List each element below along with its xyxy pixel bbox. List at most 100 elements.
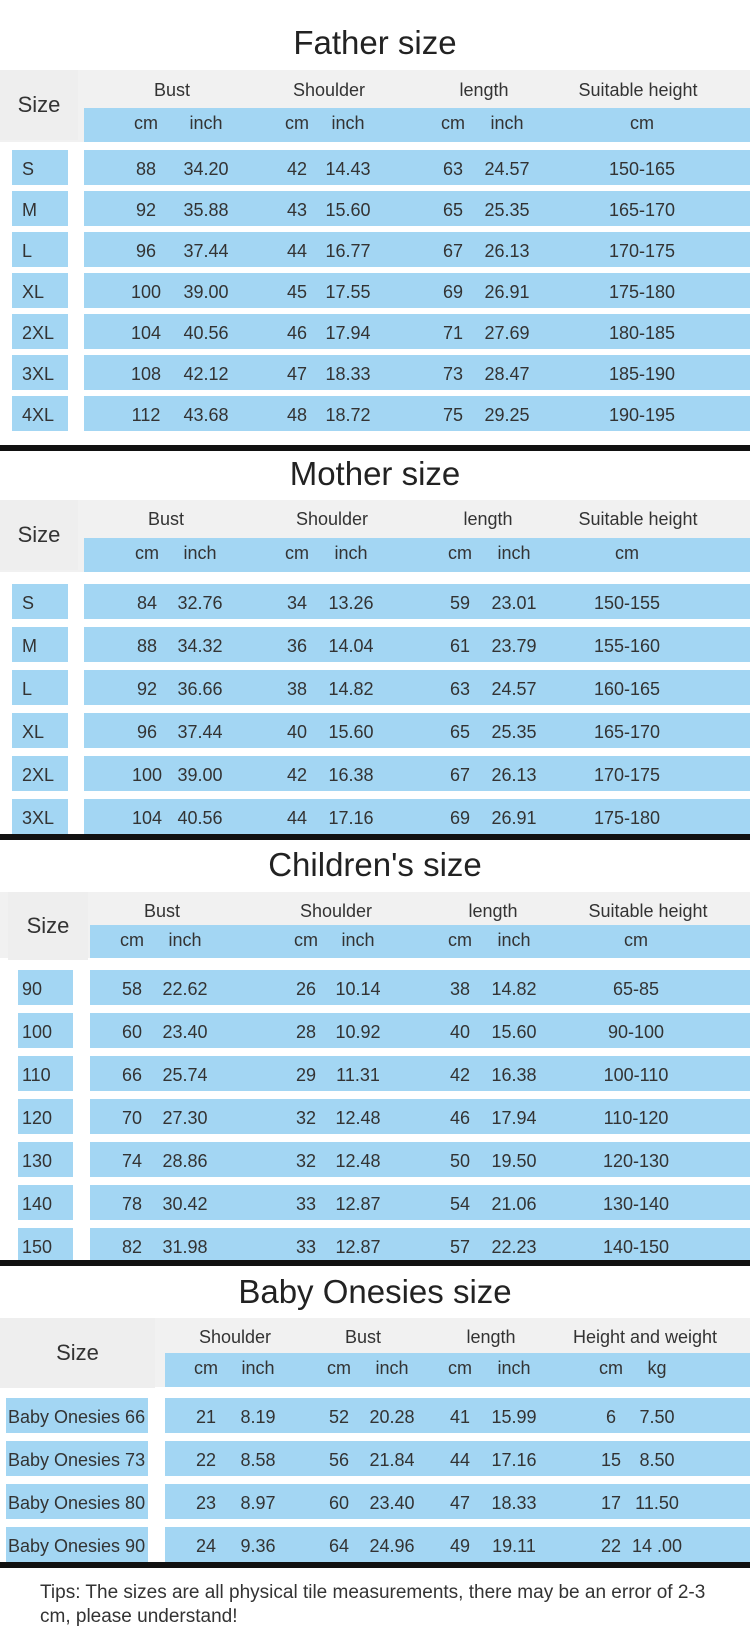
table-cell: 112 [131, 404, 161, 425]
table-cell: 28 [295, 1021, 317, 1042]
table-cell: 65 [442, 199, 464, 220]
size-label-cell [6, 1527, 148, 1562]
unit-label: cm [294, 929, 318, 950]
table-cell: 47 [286, 363, 308, 384]
table-row [84, 232, 750, 267]
size-label: S [22, 158, 35, 179]
table-cell: 44 [286, 240, 308, 261]
unit-header-bar [84, 538, 750, 572]
column-group-header: Suitable height [578, 509, 698, 529]
size-label: 120 [22, 1107, 53, 1128]
table-cell: 100-110 [603, 1064, 669, 1085]
table-row [84, 627, 750, 662]
table-cell: 65-85 [612, 978, 660, 999]
size-label-cell [12, 232, 68, 267]
table-cell: 25.35 [484, 199, 530, 220]
column-group-header: Height and weight [572, 1327, 718, 1347]
size-label-cell [18, 1013, 73, 1048]
table-cell: 39.00 [177, 764, 223, 785]
table-row [90, 1228, 750, 1263]
size-label: XL [22, 281, 45, 302]
size-label-cell [12, 584, 68, 619]
table-cell: 32 [295, 1107, 317, 1128]
column-group-header: Suitable height [588, 901, 708, 921]
table-cell: 16.38 [328, 764, 374, 785]
size-label: XL [22, 721, 45, 742]
column-group-header: Bust [147, 509, 185, 529]
section-title: Children's size [268, 846, 482, 883]
table-cell: 40 [449, 1021, 471, 1042]
table-row [90, 970, 750, 1005]
table-cell: 42 [286, 158, 308, 179]
table-cell: 140-150 [602, 1236, 670, 1257]
table-cell: 15 [600, 1449, 622, 1470]
table-row [90, 1056, 750, 1091]
table-cell: 33 [295, 1236, 317, 1257]
table-cell: 37.44 [177, 721, 223, 742]
table-cell: 14 .00 [631, 1535, 683, 1556]
table-cell: 59 [449, 592, 471, 613]
table-cell: 34 [286, 592, 308, 613]
table-cell: 45 [286, 281, 308, 302]
section-divider [0, 834, 750, 840]
unit-label: inch [189, 113, 223, 133]
size-label: M [22, 199, 37, 220]
table-cell: 9.36 [240, 1535, 276, 1556]
table-cell: 43 [286, 199, 308, 220]
table-cell: 17.94 [491, 1107, 537, 1128]
table-cell: 6 [605, 1406, 617, 1427]
size-label-cell [12, 627, 68, 662]
size-label-cell [6, 1484, 148, 1519]
table-cell: 26.91 [491, 807, 537, 828]
table-row [84, 355, 750, 390]
table-cell: 13.26 [328, 592, 374, 613]
table-cell: 150-155 [593, 592, 661, 613]
table-cell: 32 [295, 1150, 317, 1171]
unit-label: cm [448, 929, 472, 950]
size-label: 2XL [22, 764, 55, 785]
column-group-header: Suitable height [578, 80, 698, 100]
column-group-header: length [459, 80, 509, 100]
table-cell: 16.77 [325, 240, 371, 261]
table-cell: 10.14 [335, 978, 381, 999]
column-group-header: length [463, 509, 513, 529]
table-cell: 63 [442, 158, 464, 179]
table-cell: 23.40 [162, 1021, 208, 1042]
size-column-header: Size [0, 500, 78, 570]
table-cell: 15.60 [325, 199, 371, 220]
unit-label: inch [341, 929, 375, 950]
unit-label: cm [285, 543, 309, 563]
table-cell: 175-180 [608, 281, 676, 302]
table-cell: 20.28 [369, 1406, 415, 1427]
table-cell: 27.69 [484, 322, 530, 343]
table-row [84, 584, 750, 619]
table-cell: 39.00 [183, 281, 229, 302]
unit-header-bar [165, 1353, 750, 1387]
unit-label: inch [241, 1358, 275, 1378]
table-cell: 74 [121, 1150, 143, 1171]
table-cell: 165-170 [608, 199, 676, 220]
size-label-cell [12, 150, 68, 185]
size-label: 90 [22, 978, 43, 999]
table-cell: 44 [286, 807, 308, 828]
table-cell: 22 [600, 1535, 622, 1556]
unit-label: cm [194, 1358, 218, 1378]
table-cell: 92 [136, 678, 158, 699]
table-cell: 31.98 [162, 1236, 208, 1257]
unit-label: inch [497, 543, 531, 563]
table-cell: 100 [131, 764, 163, 785]
table-cell: 96 [135, 240, 157, 261]
table-cell: 24.57 [484, 158, 530, 179]
size-label-cell [12, 355, 68, 390]
size-label: L [22, 678, 33, 699]
table-cell: 28.86 [162, 1150, 208, 1171]
column-group-header: Bust [143, 901, 181, 921]
table-cell: 90-100 [607, 1021, 665, 1042]
table-cell: 185-190 [608, 363, 676, 384]
column-group-header: length [466, 1327, 516, 1347]
table-row [84, 799, 750, 834]
table-cell: 18.33 [325, 363, 371, 384]
table-cell: 92 [135, 199, 157, 220]
table-cell: 47 [449, 1492, 471, 1513]
table-cell: 50 [449, 1150, 471, 1171]
